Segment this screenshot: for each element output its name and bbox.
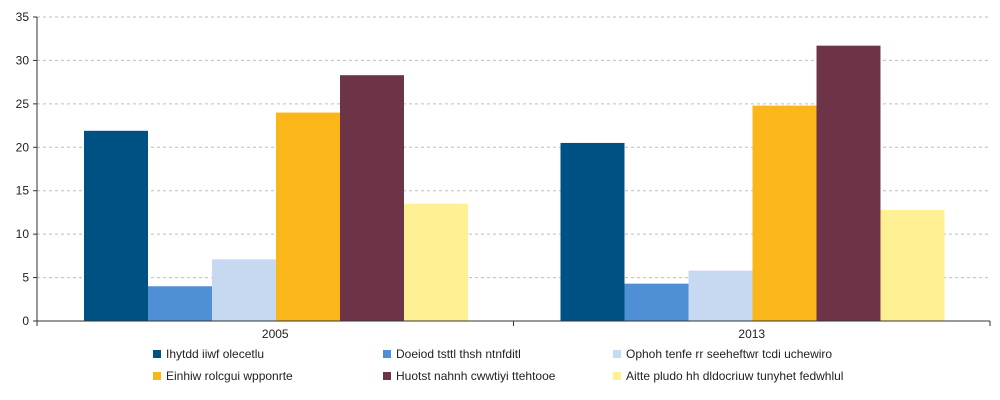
legend-swatch [613, 350, 621, 358]
bar-2013-6 [880, 209, 945, 321]
legend: Ihytdd iiwf olecetlu Doeiod tsttl thsh nt… [153, 347, 843, 383]
y-tick-label: 0 [22, 314, 29, 328]
legend-label: Huotst nahnh cwwtiyi ttehtooe [396, 369, 556, 383]
gridlines [37, 16, 990, 279]
y-tick-label: 20 [16, 140, 30, 154]
axes: 0 5 10 15 20 25 30 35 2005 2013 [16, 10, 991, 341]
legend-label: Doeiod tsttl thsh ntnfditl [396, 347, 521, 361]
bar-2013-2 [624, 283, 689, 321]
bars [84, 45, 945, 322]
legend-swatch [153, 372, 161, 380]
bar-2013-4 [752, 105, 817, 321]
y-tick-label: 5 [22, 271, 29, 285]
x-tick-label: 2013 [738, 327, 765, 341]
legend-swatch [613, 372, 621, 380]
y-tick-label: 30 [16, 53, 30, 67]
legend-label: Ophoh tenfe rr seeheftwr tcdi uchewiro [626, 347, 832, 361]
bar-2005-2 [148, 286, 212, 321]
legend-swatch [383, 350, 391, 358]
y-tick-label: 35 [16, 10, 30, 24]
y-tick-label: 10 [16, 227, 30, 241]
y-tick-label: 15 [16, 184, 30, 198]
legend-swatch [383, 372, 391, 380]
y-tick-label: 25 [16, 97, 30, 111]
legend-label: Einhiw rolcgui wpponrte [166, 369, 293, 383]
bar-2005-1 [84, 130, 148, 321]
bar-2013-5 [816, 45, 881, 322]
x-tick-label: 2005 [262, 327, 289, 341]
legend-swatch [153, 350, 161, 358]
legend-label: Ihytdd iiwf olecetlu [166, 347, 264, 361]
legend-label: Aitte pludo hh dldocriuw tunyhet fedwhlu… [626, 369, 843, 383]
bar-2005-4 [276, 112, 340, 322]
bar-2013-1 [560, 142, 625, 321]
bar-2013-3 [688, 270, 753, 321]
bar-2005-3 [212, 259, 276, 321]
bar-2005-5 [340, 75, 404, 322]
bar-2005-6 [404, 203, 468, 321]
